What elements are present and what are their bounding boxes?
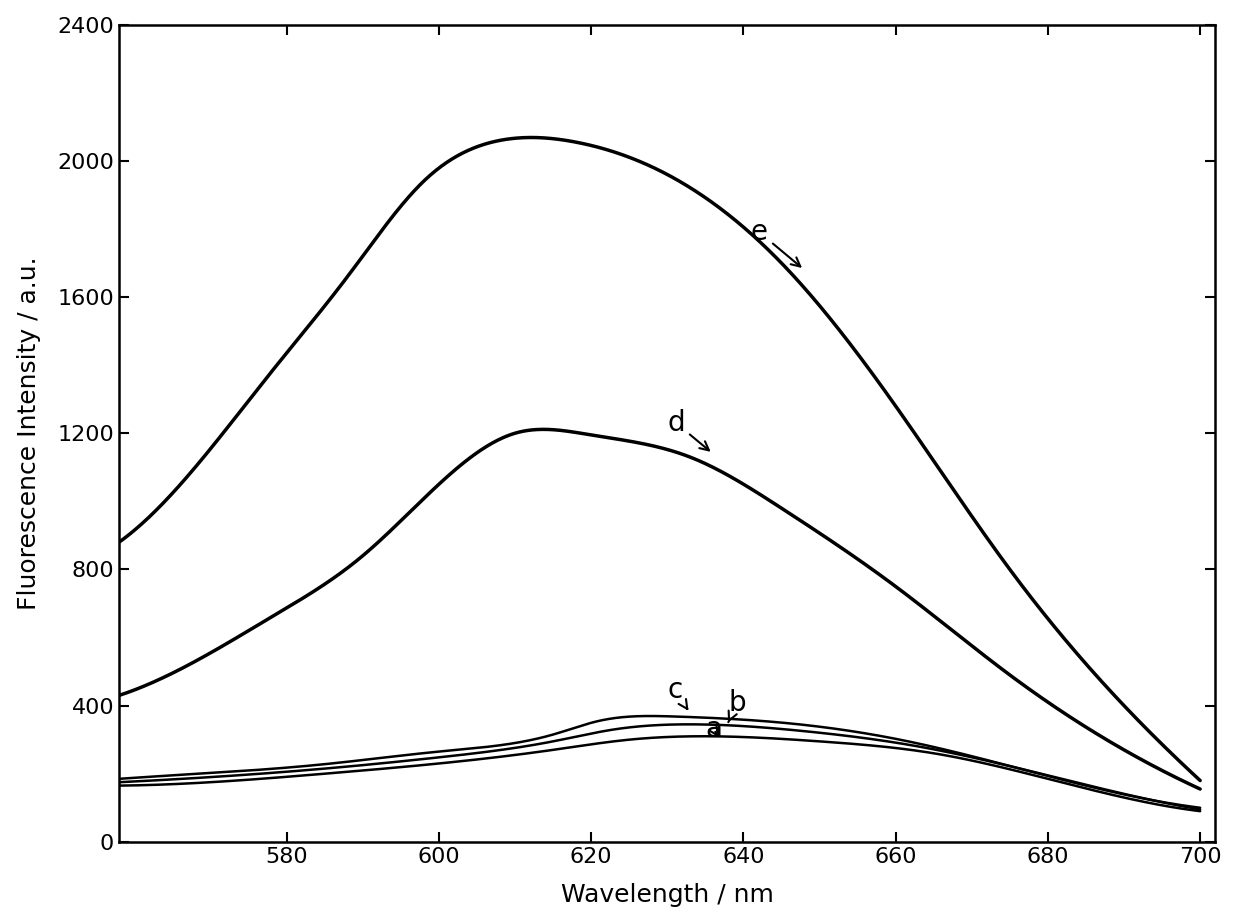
Y-axis label: Fluorescence Intensity / a.u.: Fluorescence Intensity / a.u. bbox=[16, 257, 41, 610]
Text: e: e bbox=[751, 218, 800, 266]
Text: d: d bbox=[667, 409, 709, 450]
Text: c: c bbox=[667, 676, 687, 709]
Text: a: a bbox=[706, 715, 722, 744]
Text: b: b bbox=[728, 689, 745, 723]
X-axis label: Wavelength / nm: Wavelength / nm bbox=[560, 883, 774, 907]
